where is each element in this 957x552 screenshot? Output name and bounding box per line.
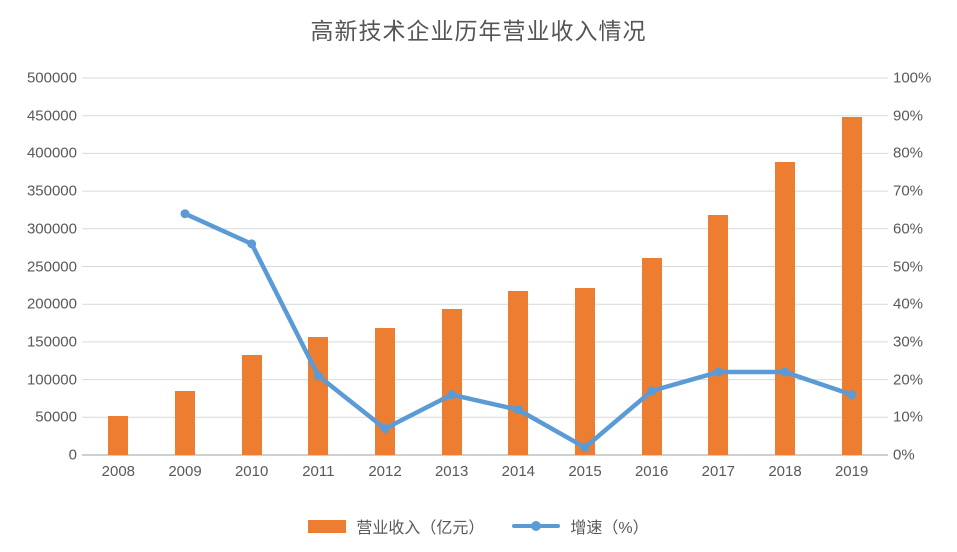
legend-line-label: 增速（%）: [570, 520, 649, 537]
right-axis-tick: 50%: [893, 258, 924, 275]
left-axis-tick: 300000: [26, 220, 77, 238]
right-axis-tick: 0%: [893, 446, 915, 464]
x-axis-tick-2009: 2009: [168, 463, 202, 480]
line-marker: [313, 371, 323, 381]
x-axis-tick-2012: 2012: [368, 463, 402, 480]
x-axis-tick-2019: 2019: [834, 463, 869, 480]
left-axis-tick: 500000: [26, 69, 77, 87]
legend-bar-label: 营业收入（亿元）: [356, 520, 485, 537]
bar-2015: [575, 287, 595, 455]
left-axis-tick: 100000: [26, 371, 77, 389]
bar-2010: [241, 355, 262, 455]
line-marker: [647, 386, 657, 396]
bar-2009: [175, 390, 195, 455]
left-axis-tick: 200000: [26, 295, 77, 313]
right-axis-tick: 70%: [893, 182, 924, 200]
x-axis-tick-2011: 2011: [302, 463, 335, 480]
bar-2013: [441, 308, 462, 455]
bar-2016: [641, 258, 662, 455]
growth-line-series: [180, 209, 857, 452]
right-axis-tick: 60%: [893, 220, 924, 238]
bar-2017: [708, 215, 729, 455]
right-axis-tick: 10%: [893, 408, 924, 426]
x-axis-tick-2014: 2014: [501, 463, 536, 480]
x-axis-tick-2016: 2016: [634, 463, 669, 480]
right-axis-tick: 100%: [893, 69, 932, 87]
line-marker: [180, 209, 190, 219]
x-axis-tick-2015: 2015: [568, 463, 602, 480]
x-axis-tick-2010: 2010: [234, 463, 269, 480]
chart-title: 高新技术企业历年营业收入情况: [310, 19, 647, 45]
line-marker: [247, 239, 257, 249]
left-axis-tick: 350000: [26, 182, 77, 200]
legend-bar-swatch-icon: [308, 519, 347, 533]
left-axis-tick: 50000: [35, 408, 77, 426]
bar-2019: [841, 117, 862, 455]
x-axis-tick-2017: 2017: [701, 463, 736, 480]
line-marker: [847, 390, 857, 400]
line-marker: [380, 424, 390, 434]
left-axis-tick: 250000: [26, 258, 77, 275]
right-axis-tick: 40%: [893, 295, 924, 313]
x-axis-tick-2018: 2018: [768, 463, 802, 480]
right-axis-tick: 80%: [893, 144, 924, 162]
right-axis-tick: 30%: [893, 333, 924, 351]
bar-2008: [108, 415, 129, 455]
x-axis-tick-2013: 2013: [434, 463, 469, 480]
right-axis-tick: 90%: [893, 107, 924, 125]
left-axis-tick: 150000: [26, 333, 77, 351]
legend-line-swatch-icon: [512, 521, 561, 531]
bar-2018: [775, 162, 795, 455]
line-marker: [447, 390, 457, 400]
legend: 营业收入（亿元） 增速（%）: [0, 512, 957, 540]
line-marker: [580, 442, 590, 452]
plot-area: [82, 77, 888, 456]
left-axis-tick: 0: [68, 446, 77, 464]
line-marker: [713, 367, 723, 377]
line-marker: [780, 367, 790, 377]
left-axis-tick: 450000: [26, 107, 77, 125]
left-axis-tick: 400000: [26, 144, 77, 162]
right-axis-tick: 20%: [893, 371, 924, 389]
line-marker: [513, 405, 523, 415]
x-axis-tick-2008: 2008: [101, 463, 136, 480]
